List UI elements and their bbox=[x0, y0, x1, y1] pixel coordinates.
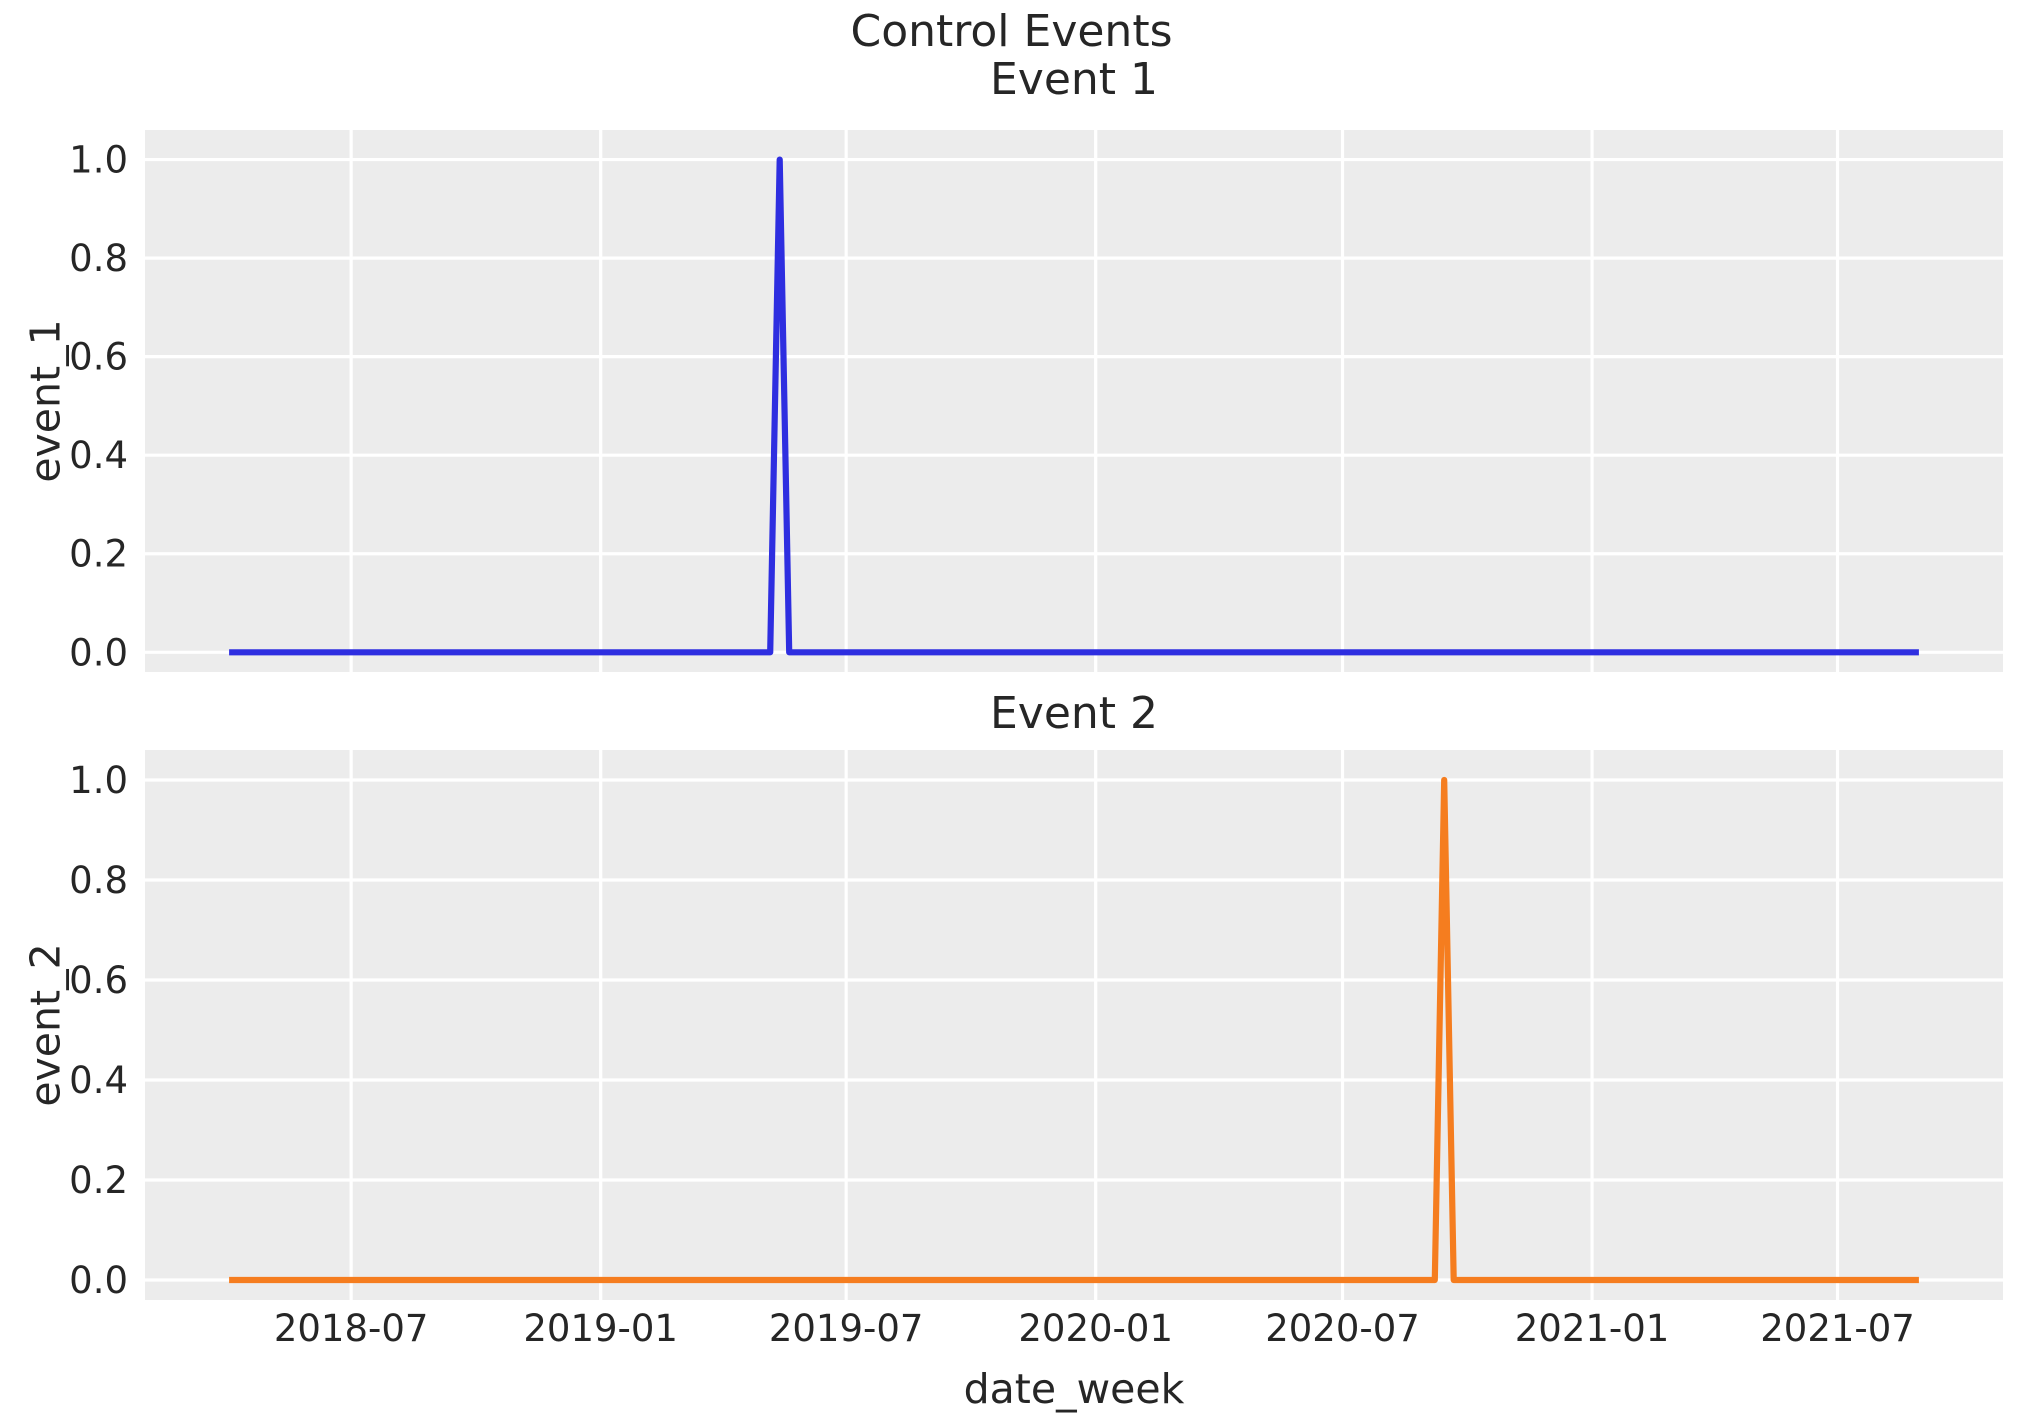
y-tick-label: 0.8 bbox=[69, 237, 128, 280]
x-tick-label: 2020-07 bbox=[1265, 1307, 1420, 1350]
y-tick-label: 0.8 bbox=[69, 859, 128, 902]
x-tick-label: 2019-01 bbox=[523, 1307, 678, 1350]
x-tick-label: 2018-07 bbox=[274, 1307, 429, 1350]
x-tick-label: 2020-01 bbox=[1018, 1307, 1173, 1350]
y-tick-label: 0.6 bbox=[69, 336, 128, 379]
event_2-line bbox=[229, 776, 1919, 1284]
y-tick-label: 0.4 bbox=[69, 434, 128, 477]
x-tick-label: 2019-07 bbox=[769, 1307, 924, 1350]
x-tick-label: 2021-07 bbox=[1760, 1307, 1915, 1350]
y-tick-label: 1.0 bbox=[69, 759, 128, 802]
plot1-background bbox=[145, 130, 2003, 672]
figure-title: Control Events bbox=[850, 6, 1173, 57]
y-tick-label: 0.2 bbox=[69, 1159, 128, 1202]
y-tick-label: 0.6 bbox=[69, 959, 128, 1002]
x-axis-label: date_week bbox=[963, 1365, 1185, 1413]
y-tick-label: 1.0 bbox=[69, 139, 128, 182]
x-tick-label: 2021-01 bbox=[1515, 1307, 1670, 1350]
y-tick-label: 0.0 bbox=[69, 631, 128, 674]
plot2-background bbox=[145, 750, 2003, 1300]
y-tick-label: 0.0 bbox=[69, 1259, 128, 1302]
subplot2-title: Event 2 bbox=[989, 688, 1159, 739]
y-axis-label-event-1: event_1 bbox=[21, 319, 70, 483]
y-tick-label: 0.4 bbox=[69, 1059, 128, 1102]
event_1-line bbox=[229, 156, 1919, 656]
subplot1-title: Event 1 bbox=[989, 54, 1159, 105]
y-axis-label-event-2: event_2 bbox=[21, 943, 70, 1107]
y-tick-label: 0.2 bbox=[69, 533, 128, 576]
